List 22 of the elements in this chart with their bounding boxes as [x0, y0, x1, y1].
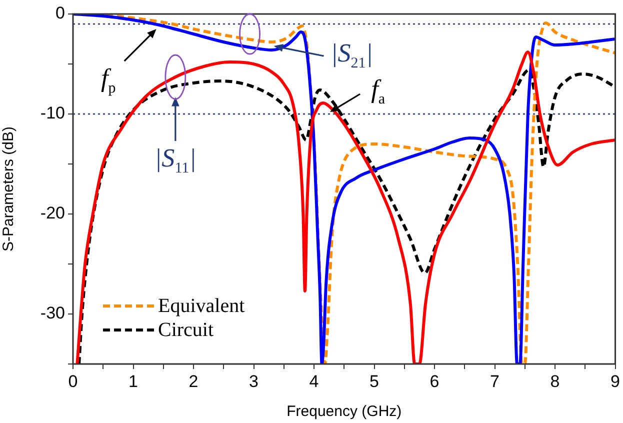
annotation: |S$_{11}$| — [154, 143, 196, 177]
y-tick-label: -30 — [40, 304, 65, 323]
x-tick-label: 4 — [309, 372, 319, 391]
x-tick-label: 9 — [610, 372, 620, 391]
annotation: f$_{p}$ — [100, 63, 116, 97]
y-tick-label: -20 — [40, 204, 65, 223]
x-tick-label: 8 — [550, 372, 560, 391]
x-tick-label: 6 — [430, 372, 440, 391]
x-tick-label: 7 — [490, 372, 500, 391]
y-axis-title: S-Parameters (dB) — [0, 126, 18, 252]
annotation: |S$_{21}$| — [330, 38, 373, 72]
x-tick-label: 2 — [188, 372, 198, 391]
y-tick-label: -10 — [40, 104, 65, 123]
x-tick-label: 1 — [128, 372, 138, 391]
x-axis-title: Frequency (GHz) — [286, 403, 402, 420]
x-tick-label: 5 — [370, 372, 379, 391]
y-tick-label: 0 — [56, 4, 65, 23]
x-tick-label: 3 — [249, 372, 258, 391]
x-tick-label: 0 — [68, 372, 78, 391]
legend-label: Equivalent — [158, 294, 245, 318]
annotation: f$_{a}$ — [371, 74, 385, 108]
legend-label: Circuit — [158, 318, 214, 342]
